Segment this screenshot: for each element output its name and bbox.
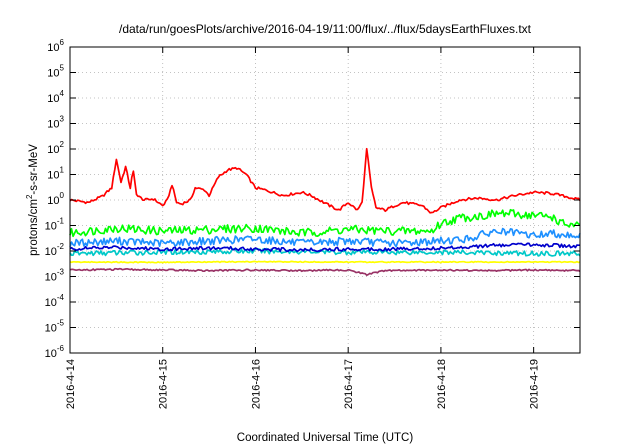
series-line-2 xyxy=(69,227,581,248)
series-group xyxy=(69,147,581,277)
series-line-5 xyxy=(69,260,581,264)
x-tick-label: 2016-4-17 xyxy=(343,359,355,409)
series-line-4 xyxy=(69,242,580,253)
grid xyxy=(70,47,580,353)
x-tick-label: 2016-4-19 xyxy=(529,359,541,409)
y-tick-label: 106 xyxy=(47,38,64,54)
y-axis-label-post: -s-sr-MeV xyxy=(28,144,40,195)
series-line-1 xyxy=(69,208,581,238)
x-axis: 2016-4-14 2016-4-15 2016-4-16 2016-4-17 2016… xyxy=(65,47,541,409)
chart-title: /data/run/goesPlots/archive/2016-04-19/1… xyxy=(119,22,532,36)
y-tick-label: 102 xyxy=(47,140,64,156)
x-tick-label: 2016-4-15 xyxy=(158,359,170,409)
y-tick-label: 10-2 xyxy=(45,242,65,258)
y-tick-label: 10-4 xyxy=(45,293,65,309)
y-tick-label: 10-3 xyxy=(45,268,65,284)
y-axis-label-pre: protons/cm xyxy=(28,199,40,256)
x-tick-label: 2016-4-18 xyxy=(436,359,448,409)
y-tick-label: 101 xyxy=(47,166,64,182)
y-tick-label: 10-6 xyxy=(45,344,65,360)
y-tick-label: 10-5 xyxy=(45,319,65,335)
series-line-3 xyxy=(69,247,581,257)
y-axis-label: protons/cm2-s-sr-MeV xyxy=(25,144,40,256)
x-tick-label: 2016-4-16 xyxy=(250,359,262,409)
y-tick-label: 105 xyxy=(47,64,64,80)
y-tick-label: 104 xyxy=(47,89,64,105)
y-tick-label: 10-1 xyxy=(45,217,65,233)
x-tick-label: 2016-4-14 xyxy=(65,359,77,409)
y-axis-label-sup: 2 xyxy=(25,194,34,199)
series-line-6 xyxy=(69,267,581,277)
x-axis-label: Coordinated Universal Time (UTC) xyxy=(237,432,414,444)
y-tick-label: 100 xyxy=(47,191,64,207)
y-axis: 10-6 10-5 10-4 10-3 10-2 10-1 100 101 102 103 104 1… xyxy=(45,38,580,360)
series-line-0 xyxy=(69,147,581,214)
y-tick-label: 103 xyxy=(47,115,64,131)
